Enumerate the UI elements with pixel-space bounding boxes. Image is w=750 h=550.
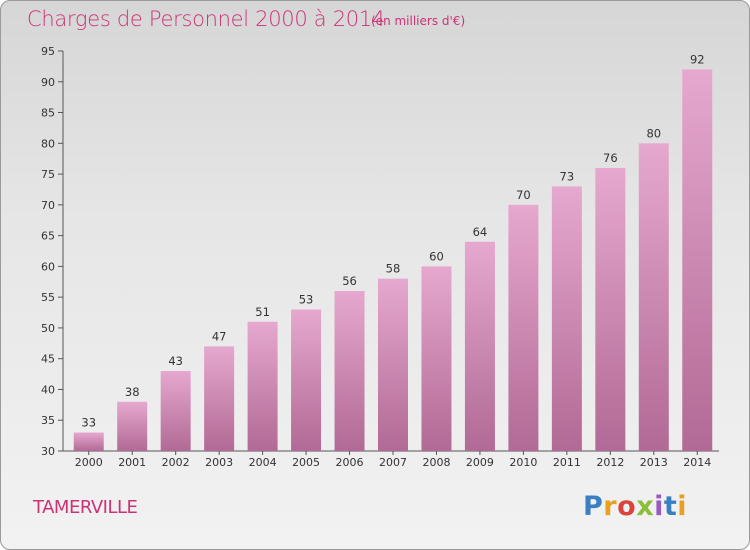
data-label: 58: [386, 262, 401, 276]
y-tick-label: 35: [41, 414, 55, 427]
data-label: 47: [212, 329, 227, 343]
x-tick-label: 2000: [75, 456, 103, 469]
data-label: 43: [168, 354, 183, 368]
logo-letter: i: [677, 491, 688, 522]
y-tick-label: 30: [41, 445, 55, 458]
y-tick-label: 60: [41, 260, 55, 273]
data-label: 56: [342, 274, 357, 288]
data-label: 51: [255, 305, 270, 319]
bar: [291, 309, 322, 451]
data-label: 64: [473, 225, 488, 239]
x-tick-label: 2009: [466, 456, 494, 469]
logo-letter: i: [654, 491, 664, 522]
data-label: 60: [429, 249, 444, 263]
bar: [160, 371, 191, 451]
bar: [247, 321, 278, 451]
bar: [334, 291, 365, 451]
chart-subtitle: (en milliers d'€): [371, 14, 466, 28]
logo-letter: o: [617, 491, 637, 522]
logo-letter: x: [636, 491, 655, 522]
x-tick-label: 2011: [553, 456, 581, 469]
x-tick-label: 2014: [683, 456, 711, 469]
x-tick-label: 2004: [249, 456, 277, 469]
bar: [421, 266, 452, 451]
bar: [117, 401, 148, 451]
bar: [551, 186, 582, 451]
y-tick-label: 85: [41, 107, 55, 120]
commune-name: TAMERVILLE: [33, 497, 138, 518]
x-tick-label: 2007: [379, 456, 407, 469]
bar: [682, 69, 713, 451]
data-label: 33: [81, 416, 96, 430]
bar: [204, 346, 235, 451]
x-tick-label: 2002: [162, 456, 190, 469]
data-label: 76: [603, 151, 618, 165]
y-tick-label: 70: [41, 199, 55, 212]
chart-bars: 33 38 43 47 51 53 56 58 60 64 70 73 76 80 92: [73, 52, 713, 452]
chart-title: Charges de Personnel 2000 à 2014: [27, 7, 385, 31]
logo-letter: r: [603, 491, 618, 522]
data-label: 70: [516, 188, 531, 202]
bar: [595, 167, 626, 451]
x-tick-label: 2010: [509, 456, 537, 469]
x-tick-label: 2012: [596, 456, 624, 469]
proxiti-logo: Proxiti: [583, 491, 687, 522]
bar: [638, 143, 669, 452]
y-tick-label: 50: [41, 322, 55, 335]
y-tick-label: 45: [41, 353, 55, 366]
x-tick-label: 2003: [205, 456, 233, 469]
y-tick-label: 90: [41, 76, 55, 89]
x-tick-label: 2006: [336, 456, 364, 469]
y-tick-label: 75: [41, 168, 55, 181]
chart-axes: 30 35 40 45 50 55 60 65 70 75 80 85 90 95 2000 2001 2002…: [41, 45, 719, 469]
data-label: 38: [125, 385, 140, 399]
bar: [464, 241, 495, 451]
logo-letter: P: [583, 491, 604, 522]
bar: [508, 204, 539, 451]
data-label: 80: [646, 126, 661, 140]
x-tick-label: 2013: [640, 456, 668, 469]
x-tick-label: 2008: [422, 456, 450, 469]
data-label: 53: [299, 292, 314, 306]
x-tick-label: 2005: [292, 456, 320, 469]
data-label: 92: [690, 52, 705, 66]
y-tick-label: 80: [41, 137, 55, 150]
data-label: 73: [560, 169, 575, 183]
y-tick-label: 55: [41, 291, 55, 304]
x-tick-label: 2001: [118, 456, 146, 469]
logo-letter: t: [663, 491, 678, 522]
bar: [378, 278, 408, 451]
y-tick-label: 95: [41, 45, 55, 58]
y-tick-label: 65: [41, 230, 55, 243]
y-tick-label: 40: [41, 383, 55, 396]
bar: [73, 432, 104, 451]
